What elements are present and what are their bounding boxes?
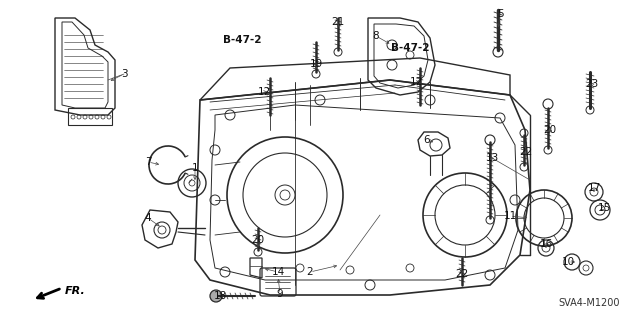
Text: 20: 20 [252, 235, 264, 245]
Text: 10: 10 [561, 257, 575, 267]
Text: 13: 13 [485, 153, 499, 163]
Text: 3: 3 [121, 69, 127, 79]
Text: 12: 12 [257, 87, 271, 97]
Text: 2: 2 [307, 267, 314, 277]
Text: SVA4-M1200: SVA4-M1200 [559, 298, 620, 308]
Text: 22: 22 [456, 269, 468, 279]
Text: B-47-2: B-47-2 [223, 35, 261, 45]
Text: 12: 12 [410, 77, 422, 87]
Text: 23: 23 [586, 79, 598, 89]
Text: 16: 16 [540, 239, 552, 249]
Text: B-47-2: B-47-2 [391, 43, 429, 53]
Text: 9: 9 [276, 289, 284, 299]
Text: FR.: FR. [65, 286, 86, 296]
Text: 1: 1 [192, 163, 198, 173]
Text: 14: 14 [271, 267, 285, 277]
Text: 20: 20 [543, 125, 557, 135]
Text: 22: 22 [520, 147, 532, 157]
Text: 8: 8 [372, 31, 380, 41]
Text: 19: 19 [309, 59, 323, 69]
Text: 18: 18 [213, 291, 227, 301]
Text: 5: 5 [497, 9, 503, 19]
Text: 7: 7 [145, 157, 151, 167]
Text: 4: 4 [145, 213, 151, 223]
Circle shape [210, 290, 222, 302]
Text: 11: 11 [504, 211, 516, 221]
Text: 21: 21 [332, 17, 344, 27]
Text: 17: 17 [588, 183, 600, 193]
Text: 6: 6 [424, 135, 430, 145]
Text: 15: 15 [597, 203, 611, 213]
